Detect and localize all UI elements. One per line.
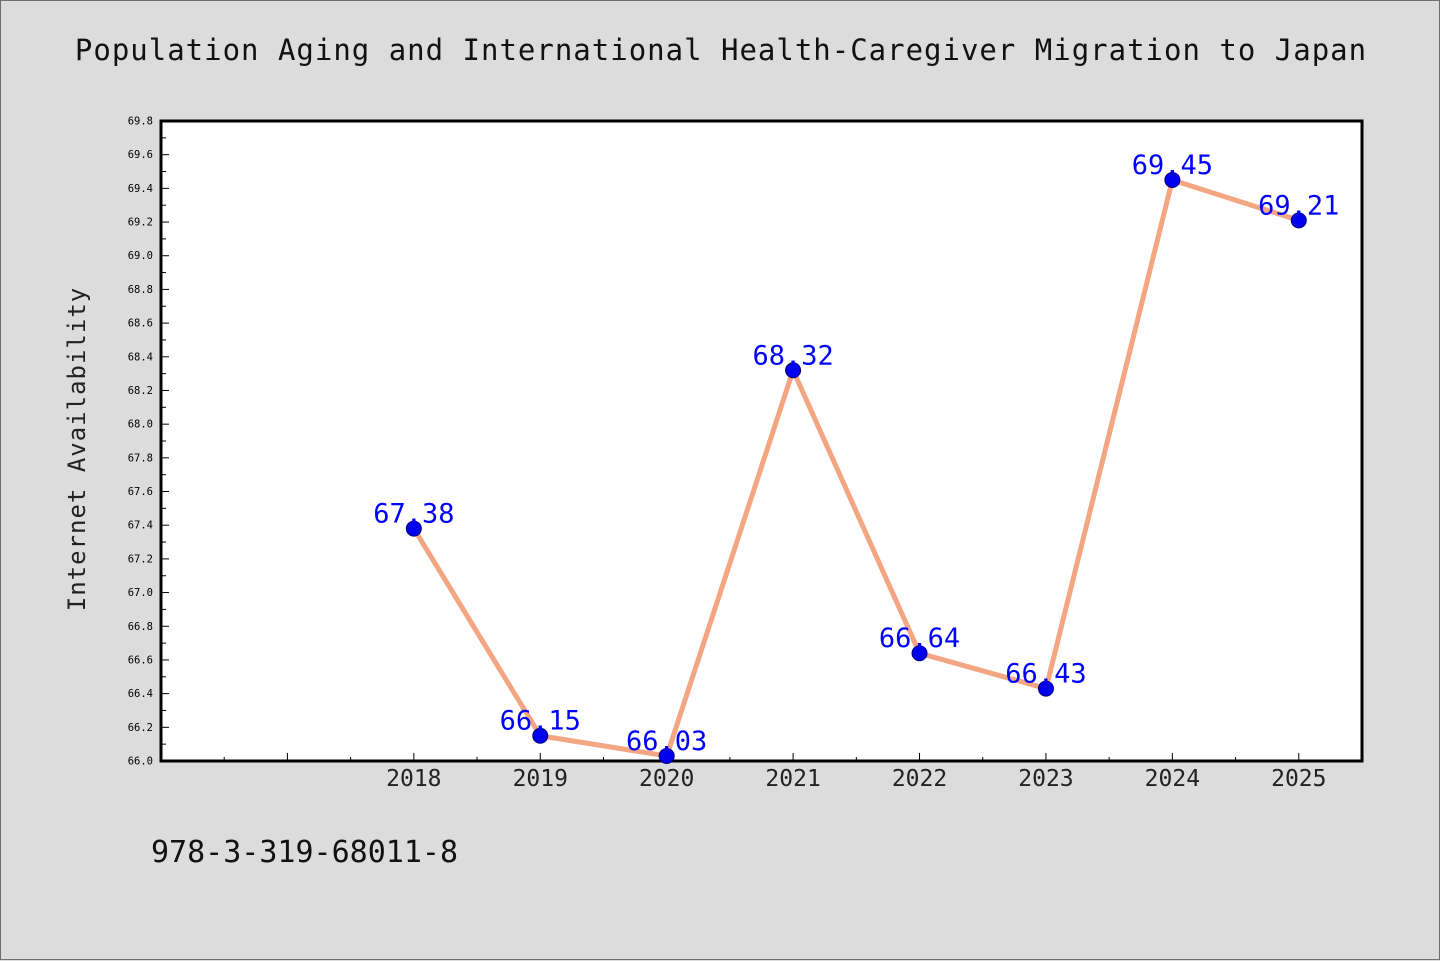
data-label: 67.38 — [373, 499, 454, 530]
plot-area — [159, 119, 1364, 763]
data-point — [405, 520, 422, 537]
data-labels: 67.38 66.15 66.03 68.32 66.64 66.43 69.45 69.21 — [373, 150, 1339, 757]
y-tick-label: 67.2 — [128, 553, 153, 565]
series-line — [411, 177, 1300, 759]
y-tick-label: 67.0 — [128, 587, 153, 599]
data-label: 66.03 — [626, 726, 707, 757]
data-label: 66.43 — [1005, 659, 1086, 690]
y-tick-label: 66.2 — [128, 722, 153, 734]
footer-identifier: 978-3-319-68011-8 — [151, 835, 459, 870]
chart-title: Population Aging and International Healt… — [74, 33, 1368, 67]
y-tick-label: 66.0 — [128, 756, 153, 768]
y-tick-label: 66.8 — [128, 621, 153, 633]
y-tick-label: 68.8 — [128, 284, 153, 296]
x-tick-label: 2023 — [1018, 766, 1073, 792]
data-label: 69.21 — [1258, 190, 1339, 221]
data-label: 68.32 — [752, 340, 833, 371]
x-tick-label: 2022 — [892, 766, 947, 792]
y-tick-label: 68.4 — [128, 351, 153, 363]
series-polyline — [411, 177, 1300, 759]
data-point — [911, 645, 928, 662]
data-point — [1037, 680, 1054, 697]
y-tick-label: 67.4 — [128, 520, 153, 532]
data-point — [532, 727, 549, 744]
x-tick-label: 2019 — [513, 766, 568, 792]
y-tick-label: 69.8 — [128, 116, 153, 128]
data-label: 66.64 — [879, 623, 960, 654]
y-tick-label: 67.6 — [128, 486, 153, 498]
y-tick-label: 67.8 — [128, 452, 153, 464]
y-tick-label: 68.6 — [128, 318, 153, 330]
data-point — [1290, 212, 1307, 229]
data-point — [658, 747, 675, 764]
y-tick-label: 68.0 — [128, 419, 153, 431]
series-points — [405, 171, 1307, 764]
data-label: 66.15 — [500, 706, 581, 737]
x-axis: 2018 2019 2020 2021 2022 2023 2024 2025 — [223, 753, 1326, 792]
x-tick-label: 2018 — [386, 766, 441, 792]
x-tick-label: 2025 — [1271, 766, 1326, 792]
y-tick-label: 69.2 — [128, 217, 153, 229]
x-tick-label: 2021 — [765, 766, 820, 792]
data-label: 69.45 — [1132, 150, 1213, 181]
y-tick-label: 66.6 — [128, 654, 153, 666]
y-tick-label: 66.4 — [128, 688, 153, 700]
y-tick-label: 69.6 — [128, 149, 153, 161]
x-tick-label: 2024 — [1145, 766, 1200, 792]
y-tick-label: 69.4 — [128, 183, 153, 195]
data-point — [1164, 171, 1181, 188]
y-axis: 66.0 66.2 66.4 66.6 66.8 67.0 67.2 67.4 67.6 67.8… — [128, 116, 169, 768]
x-tick-label: 2020 — [639, 766, 694, 792]
y-tick-label: 68.2 — [128, 385, 153, 397]
data-point — [785, 362, 802, 379]
y-tick-label: 69.0 — [128, 250, 153, 262]
y-axis-label: Internet Availability — [63, 287, 91, 611]
